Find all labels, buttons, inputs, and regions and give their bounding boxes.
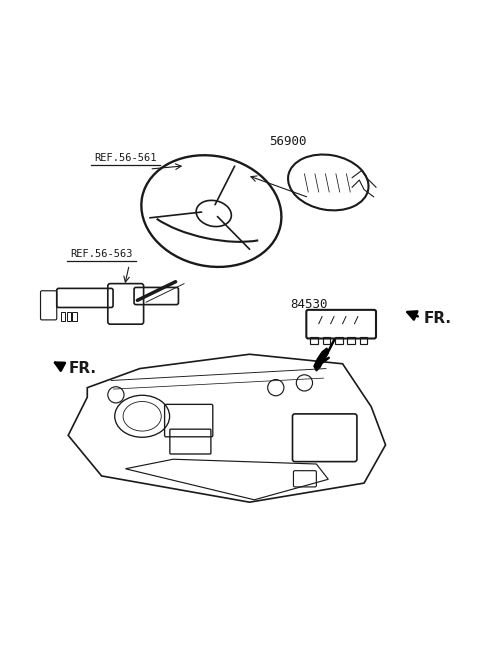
Bar xyxy=(348,337,355,344)
Bar xyxy=(61,312,65,321)
Text: REF.56-563: REF.56-563 xyxy=(71,249,133,259)
Bar xyxy=(323,337,330,344)
Text: REF.56-561: REF.56-561 xyxy=(94,154,156,163)
Bar xyxy=(360,337,367,344)
Text: 84530: 84530 xyxy=(290,298,328,312)
Polygon shape xyxy=(314,348,328,371)
Bar xyxy=(67,312,71,321)
Bar xyxy=(72,312,77,321)
Bar xyxy=(335,337,343,344)
Text: FR.: FR. xyxy=(424,311,452,326)
Text: 56900: 56900 xyxy=(269,134,306,148)
Bar xyxy=(310,337,318,344)
Text: FR.: FR. xyxy=(68,361,96,376)
